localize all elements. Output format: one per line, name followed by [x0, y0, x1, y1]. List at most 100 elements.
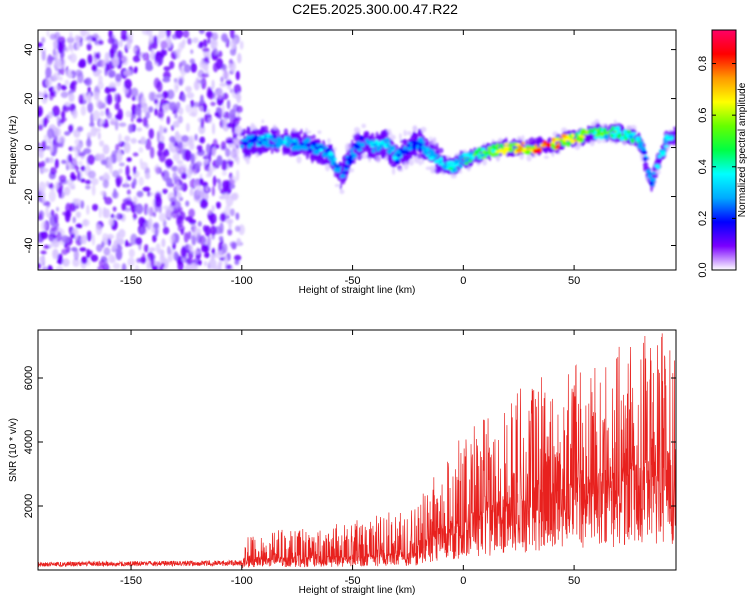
- spectrogram-noise-cell: [56, 116, 60, 121]
- spectrogram-noise-cell: [203, 244, 210, 253]
- spectrogram-noise-cell: [166, 89, 175, 100]
- spectrogram-noise-cell: [134, 264, 140, 270]
- spectrogram-noise-cell: [99, 110, 105, 117]
- spectrogram-noise-cell: [180, 246, 187, 258]
- spectrogram-noise-cell: [87, 53, 93, 65]
- spectrogram-noise-cell: [220, 76, 224, 83]
- snr-y-axis: 2000 4000 6000: [23, 366, 676, 518]
- spectrogram-noise-cell: [198, 41, 203, 49]
- spectrogram-noise-cell: [229, 30, 235, 40]
- spectrogram-noise-cell: [91, 177, 99, 186]
- spectrogram-noise-cell: [104, 208, 110, 219]
- spectrogram-noise-cell: [189, 188, 194, 197]
- spectrogram-noise-cell: [138, 176, 144, 187]
- spectrogram-peak-cell: [582, 135, 586, 139]
- spectrogram-noise-cell: [205, 31, 213, 38]
- spectrogram-noise-cell: [217, 50, 223, 58]
- spectrogram-noise-cell: [236, 237, 242, 247]
- spectrogram-ridge-cell: [496, 157, 500, 161]
- spectrogram-noise-cell: [41, 140, 47, 151]
- spectrogram-peak-cell: [350, 148, 354, 152]
- spectrogram-noise-cell: [188, 244, 193, 251]
- spectrogram-ridge-cell: [398, 133, 402, 141]
- spectrogram-peak-cell: [657, 154, 662, 159]
- spectrogram-noise-cell: [124, 78, 132, 90]
- spectrogram-ridge-cell: [317, 130, 322, 134]
- spectrogram-peak-cell: [578, 137, 585, 143]
- spectrogram-noise-cell: [111, 56, 120, 67]
- spectrogram-noise-cell: [165, 158, 174, 168]
- spectrogram-noise-cell: [38, 105, 43, 117]
- spectrogram-noise-cell: [211, 122, 216, 135]
- spectrogram-noise-cell: [226, 99, 231, 110]
- spectrogram-noise-cell: [107, 237, 112, 247]
- spectrogram-y-label: Frequency (Hz): [8, 116, 19, 185]
- spectrogram-peak-cell: [477, 147, 482, 153]
- spectrogram-noise-cell: [61, 84, 67, 91]
- spectrogram-noise-cell: [98, 259, 106, 268]
- spectrogram-noise-cell: [45, 114, 50, 124]
- spectrogram-x-tick-label: -100: [231, 275, 253, 287]
- colorbar-scale: [711, 29, 737, 271]
- spectrogram-noise-cell: [135, 203, 144, 215]
- spectrogram-noise-cell: [86, 230, 92, 242]
- spectrogram-peak-cell: [521, 141, 525, 145]
- spectrogram-ridge-cell: [403, 162, 409, 170]
- spectrogram-noise-cell: [192, 249, 201, 255]
- spectrogram-noise-cell: [211, 146, 217, 157]
- spectrogram-peak-cell: [354, 144, 361, 149]
- spectrogram-noise-cell: [114, 93, 121, 105]
- spectrogram-noise-cell: [124, 179, 128, 189]
- spectrogram-noise-cell: [233, 36, 239, 45]
- spectrogram-noise-cell: [57, 68, 61, 76]
- spectrogram-noise-cell: [136, 127, 143, 132]
- spectrogram-peak-cell: [452, 168, 456, 173]
- spectrogram-peak-cell: [480, 153, 485, 158]
- spectrogram-peak-cell: [484, 151, 490, 155]
- spectrogram-noise-cell: [139, 227, 146, 235]
- spectrogram-noise-cell: [132, 212, 137, 220]
- spectrogram-ridge-cell: [413, 149, 417, 157]
- spectrogram-noise-cell: [101, 122, 109, 128]
- spectrogram-noise-cell: [40, 231, 48, 240]
- spectrogram-noise-cell: [84, 77, 92, 87]
- spectrogram-noise-cell: [72, 108, 78, 119]
- spectrogram-noise-cell: [60, 91, 69, 98]
- spectrogram-noise-cell: [185, 122, 190, 133]
- spectrogram-noise-cell: [153, 98, 159, 105]
- colorbar-tick-label: 0.2: [697, 211, 709, 226]
- spectrogram-noise-cell: [68, 226, 72, 234]
- spectrogram-noise-cell: [145, 64, 154, 72]
- spectrogram-noise-cell: [197, 144, 203, 153]
- spectrogram-noise-cell: [142, 116, 148, 127]
- spectrogram-ridge-cell: [305, 127, 308, 132]
- spectrogram-noise-cell: [205, 186, 209, 192]
- spectrogram-noise-cell: [43, 244, 51, 249]
- spectrogram-noise-cell: [158, 30, 166, 39]
- spectrogram-noise-cell: [208, 117, 213, 124]
- spectrogram-ridge-cell: [438, 147, 444, 154]
- spectrogram-ridge-cell: [429, 165, 436, 172]
- spectrogram-ridge-cell: [524, 139, 529, 147]
- spectrogram-noise-cell: [190, 153, 195, 166]
- spectrogram-noise-cell: [95, 69, 103, 74]
- spectrogram-peak-cell: [663, 140, 668, 144]
- spectrogram-x-tick-label: -150: [120, 275, 142, 287]
- spectrogram-noise-cell: [71, 80, 78, 86]
- spectrogram-peak-cell: [516, 148, 523, 154]
- spectrogram-noise-cell: [183, 232, 189, 243]
- spectrogram-noise-cell: [199, 136, 206, 144]
- spectrogram-noise-cell: [158, 107, 165, 119]
- spectrogram-noise-cell: [80, 165, 86, 172]
- spectrogram-noise-cell: [169, 197, 178, 203]
- spectrogram-noise-cell: [161, 171, 165, 177]
- figure-title: C2E5.2025.300.00.47.R22: [292, 1, 458, 17]
- spectrogram-noise-cell: [72, 257, 80, 268]
- spectrogram-noise-cell: [80, 105, 87, 116]
- spectrogram-noise-cell: [158, 124, 163, 137]
- spectrogram-noise-cell: [154, 108, 158, 116]
- spectrogram-peak-cell: [371, 148, 376, 153]
- spectrogram-noise-cell: [85, 184, 91, 190]
- spectrogram-peak-cell: [525, 145, 531, 149]
- spectrogram-noise-cell: [187, 230, 192, 240]
